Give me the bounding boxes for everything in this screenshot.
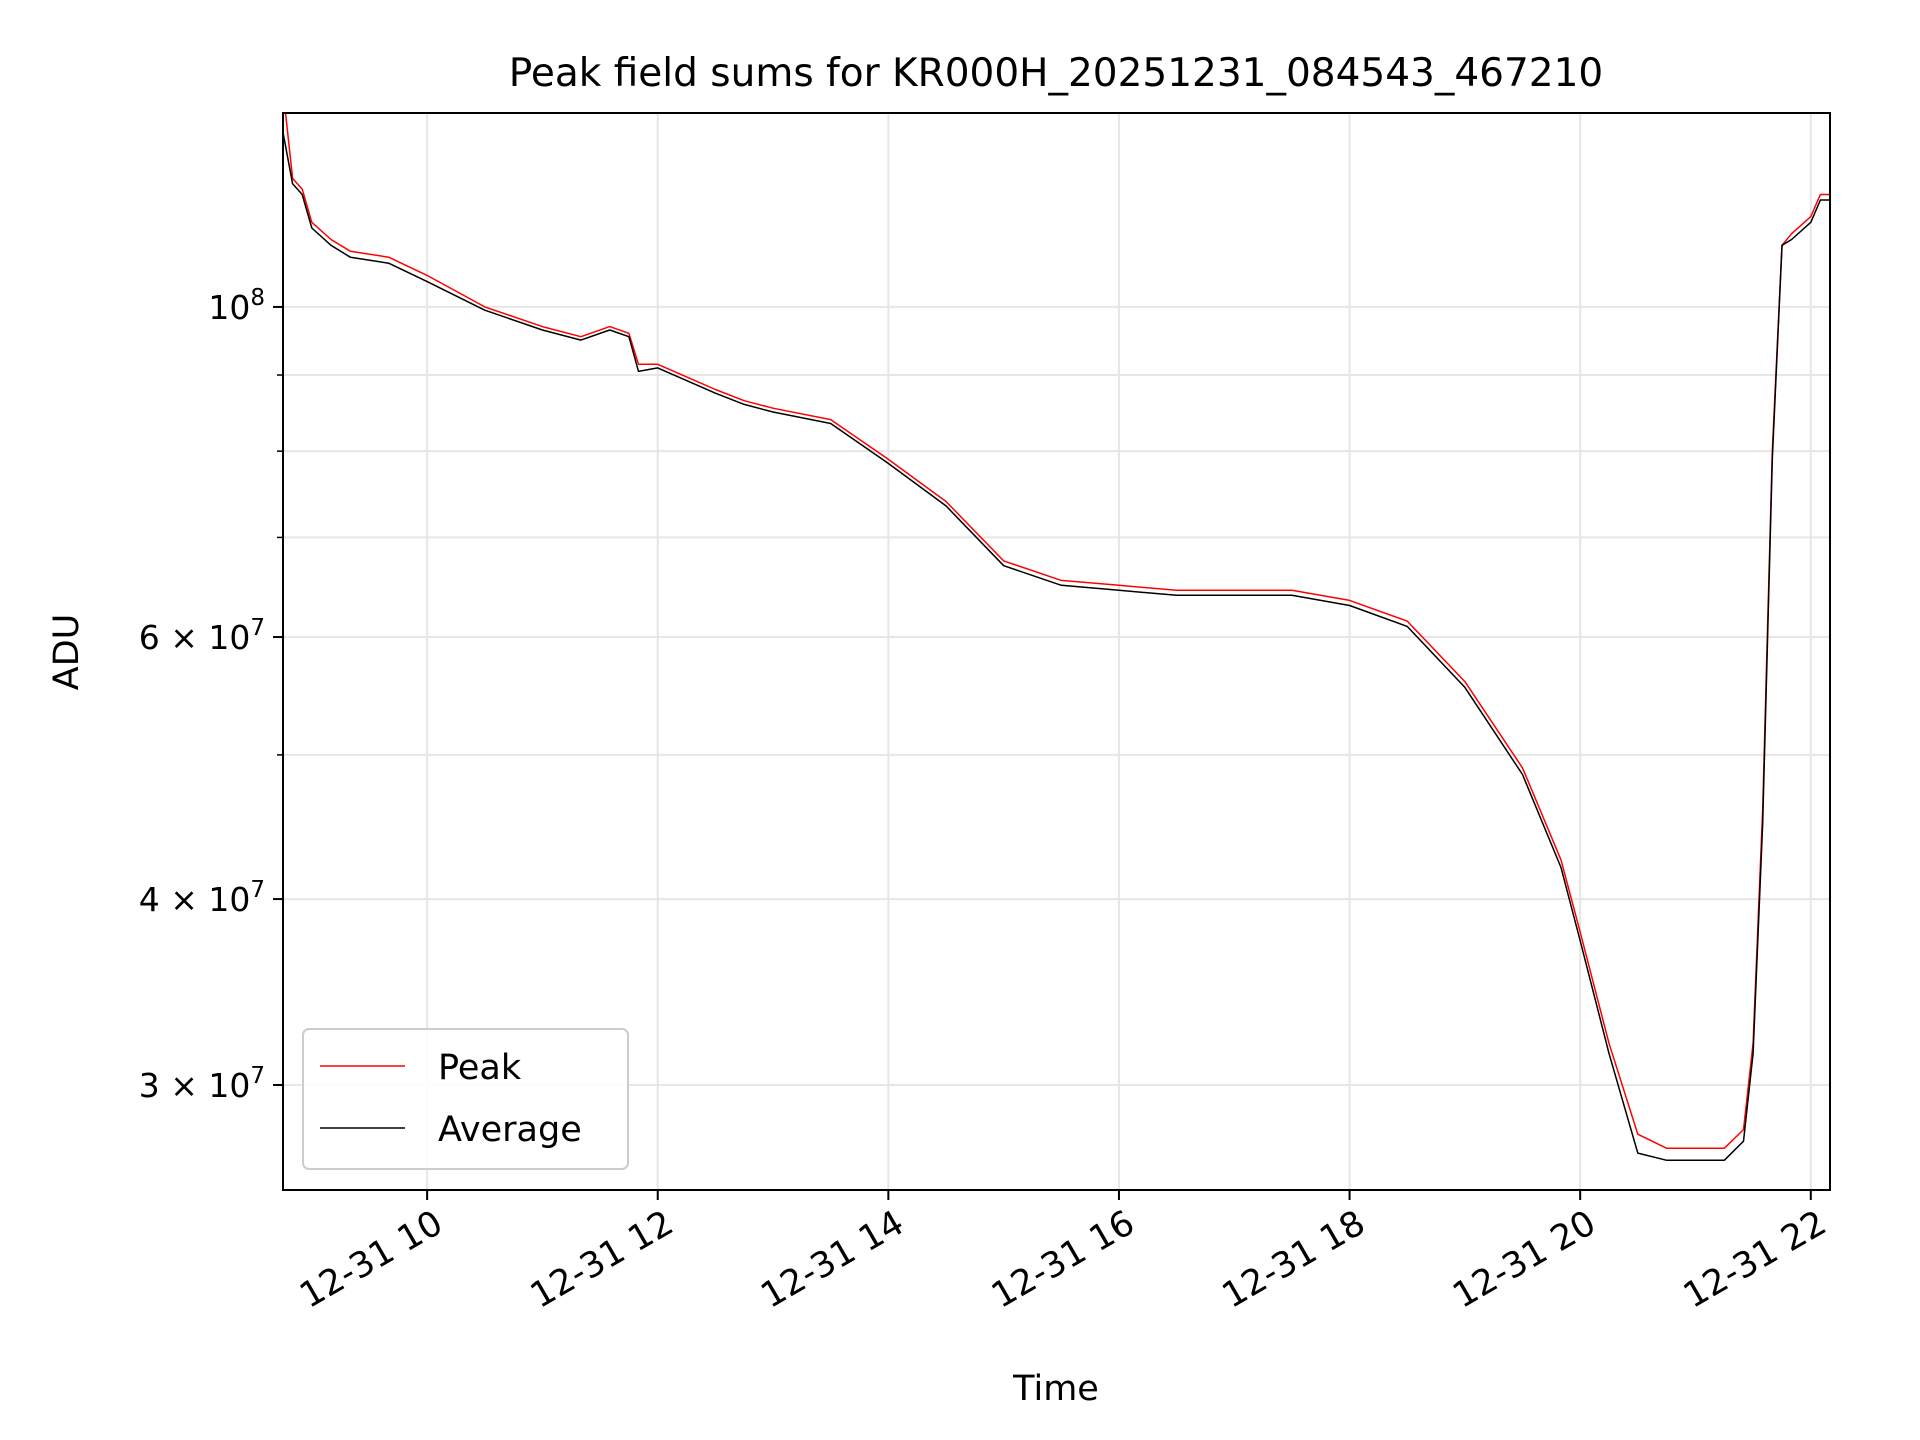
y-tick-mantissa: 6 × (139, 618, 209, 657)
y-tick-exponent: 8 (250, 285, 265, 311)
y-tick-label: 108 (208, 285, 265, 327)
plot-frame (282, 112, 1831, 1191)
series-layer (283, 113, 1830, 1162)
chart-title: Peak field sums for KR000H_20251231_0845… (509, 51, 1604, 96)
y-tick-base: 10 (208, 618, 250, 657)
y-tick-mantissa: 4 × (139, 880, 209, 919)
y-tick-exponent: 7 (250, 1063, 265, 1089)
y-tick-exponent: 7 (250, 877, 265, 903)
legend: Peak Average (302, 1028, 629, 1170)
y-tick-base: 10 (208, 880, 250, 919)
legend-box (302, 1028, 629, 1170)
y-tick-label: 3 × 107 (139, 1063, 265, 1105)
legend-label-peak: Peak (438, 1048, 522, 1088)
series-line-peak (284, 113, 1830, 1150)
legend-label-average: Average (438, 1110, 582, 1150)
y-tick-base: 10 (208, 288, 250, 327)
y-tick-mantissa: 3 × (139, 1066, 209, 1105)
x-axis-label: Time (1012, 1369, 1099, 1409)
y-tick-exponent: 7 (250, 615, 265, 641)
y-axis-label: ADU (47, 614, 87, 691)
y-tick-label: 4 × 107 (139, 877, 265, 919)
y-tick-label: 6 × 107 (139, 615, 265, 657)
series-line-average (283, 132, 1830, 1162)
y-tick-base: 10 (208, 1066, 250, 1105)
